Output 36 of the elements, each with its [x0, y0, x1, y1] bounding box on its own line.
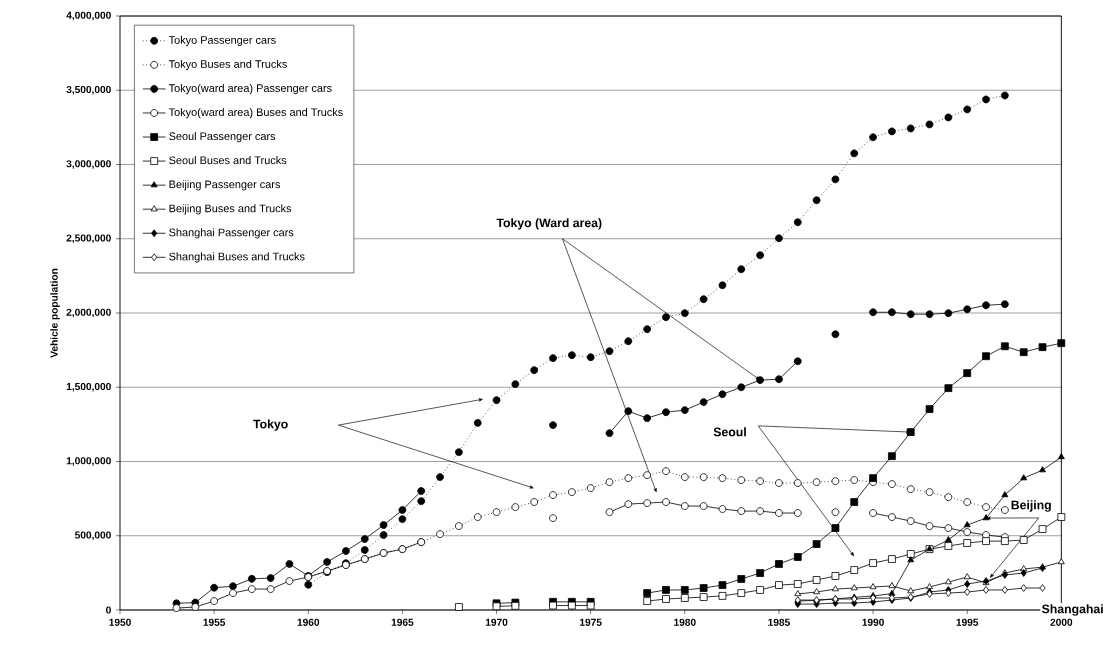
- x-tick-label: 1955: [203, 618, 226, 626]
- x-tick-label: 1995: [956, 618, 979, 626]
- annotation: Tokyo (Ward area): [496, 218, 602, 230]
- y-axis-title: Vehicle population: [50, 268, 60, 358]
- y-tick-label: 2,000,000: [66, 308, 111, 318]
- y-tick-label: 1,000,000: [66, 457, 111, 466]
- y-tick-label: 0: [106, 606, 111, 614]
- legend-label: Shanghai Buses and Trucks: [169, 252, 305, 263]
- y-tick-label: 1,500,000: [66, 382, 111, 392]
- x-tick-label: 1980: [674, 618, 696, 626]
- annotation: Tokyo: [253, 419, 288, 431]
- x-tick-label: 1975: [580, 618, 602, 626]
- x-tick-label: 1970: [485, 618, 508, 626]
- legend-label: Shanghai Passenger cars: [169, 228, 294, 239]
- legend-label: Tokyo(ward area) Passenger cars: [168, 83, 332, 95]
- x-tick-label: 1990: [862, 618, 884, 626]
- legend-label: Seoul Buses and Trucks: [169, 156, 287, 165]
- y-tick-label: 2,500,000: [66, 234, 111, 244]
- annotation: Seoul: [713, 427, 746, 437]
- legend-label: Beijing Buses and Trucks: [169, 204, 292, 215]
- x-tick-label: 1960: [297, 618, 320, 626]
- legend-label: Tokyo(ward area) Buses and Trucks: [168, 108, 343, 119]
- x-tick-label: 1965: [391, 618, 414, 626]
- y-tick-label: 4,000,000: [66, 11, 111, 21]
- y-tick-label: 500,000: [74, 531, 111, 541]
- annotation: Beijing: [1011, 500, 1051, 512]
- legend-label: Tokyo Buses and Trucks: [168, 59, 287, 71]
- legend-label: Beijing Passenger cars: [169, 180, 281, 191]
- y-tick-label: 3,000,000: [66, 160, 111, 169]
- x-tick-label: 2000: [1050, 618, 1073, 626]
- x-tick-label: 1985: [768, 618, 790, 626]
- annotation: Shangahai: [1041, 604, 1103, 616]
- legend-label: Tokyo Passenger cars: [168, 35, 276, 47]
- y-tick-label: 3,500,000: [66, 85, 111, 95]
- legend-label: Seoul Passenger cars: [169, 132, 276, 143]
- x-tick-label: 1950: [109, 618, 131, 626]
